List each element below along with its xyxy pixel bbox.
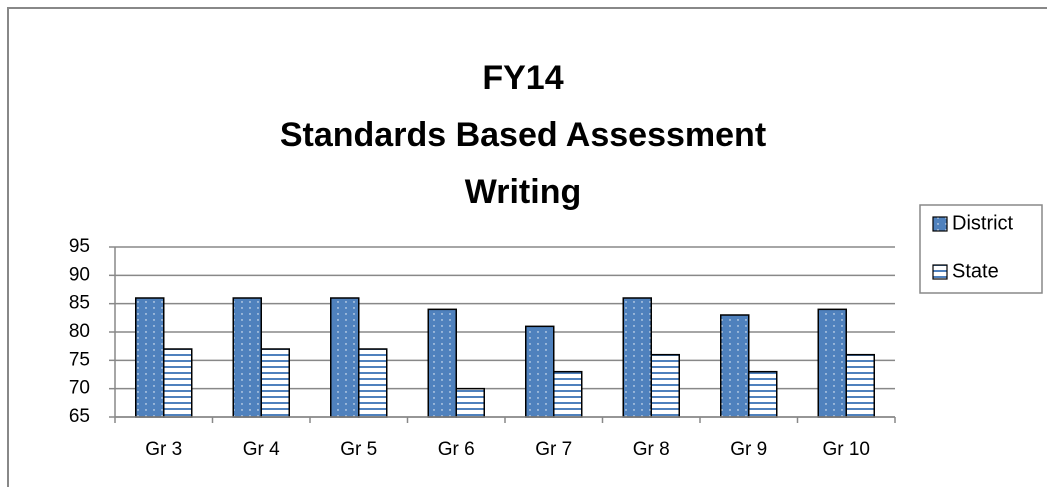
bar <box>232 297 262 418</box>
x-tick-label: Gr 6 <box>438 439 475 460</box>
x-tick-label: Gr 9 <box>730 439 767 460</box>
bar <box>260 348 290 418</box>
legend-swatch <box>932 264 948 280</box>
y-tick-label: 75 <box>69 349 90 370</box>
x-tick-label: Gr 3 <box>145 439 182 460</box>
bar <box>748 370 778 418</box>
bar <box>358 348 388 418</box>
chart-title: Writing <box>465 173 581 211</box>
bar <box>163 348 193 418</box>
legend-swatch <box>932 216 948 232</box>
bar <box>650 353 680 418</box>
y-tick-label: 80 <box>69 321 90 342</box>
bar <box>622 297 652 418</box>
bar <box>553 370 583 418</box>
chart-border <box>7 7 1047 487</box>
bar <box>525 325 555 418</box>
bar <box>720 314 750 418</box>
x-tick-label: Gr 7 <box>535 439 572 460</box>
chart-title: Standards Based Assessment <box>280 116 766 154</box>
legend-label: State <box>952 260 999 282</box>
legend-label: District <box>952 212 1014 234</box>
y-tick-label: 65 <box>69 406 90 427</box>
x-tick-label: Gr 4 <box>243 439 280 460</box>
y-tick-label: 95 <box>69 236 90 257</box>
y-tick-label: 90 <box>69 264 90 285</box>
bar <box>845 353 875 418</box>
x-tick-label: Gr 5 <box>340 439 377 460</box>
bar <box>817 308 847 418</box>
chart-title: FY14 <box>482 59 563 97</box>
x-tick-label: Gr 8 <box>633 439 670 460</box>
x-tick-label: Gr 10 <box>822 439 870 460</box>
bar <box>427 308 457 418</box>
bar <box>455 387 485 418</box>
y-tick-label: 70 <box>69 378 90 399</box>
bar <box>135 297 165 418</box>
bar <box>330 297 360 418</box>
y-tick-label: 85 <box>69 293 90 314</box>
